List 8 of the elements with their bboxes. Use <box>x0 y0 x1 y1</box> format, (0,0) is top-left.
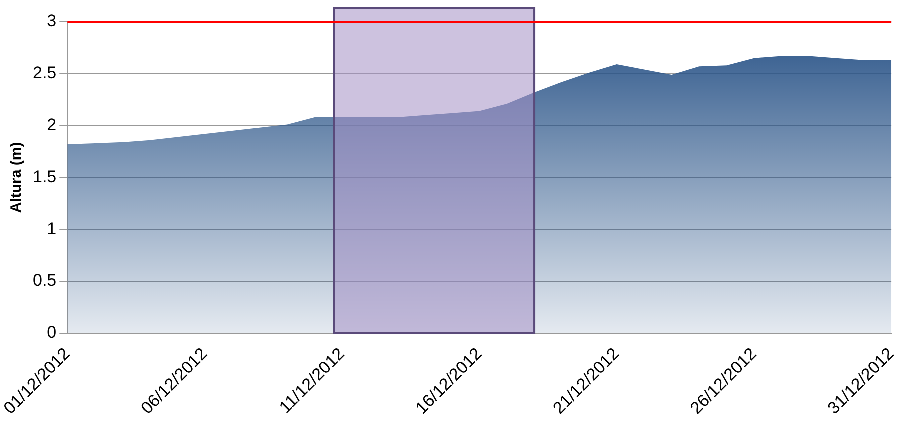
y-tick-label: 1 <box>47 219 57 238</box>
y-tick-label: 2 <box>47 115 57 134</box>
y-tick-label: 0 <box>47 323 57 342</box>
y-tick-label: 0.5 <box>32 271 57 290</box>
y-axis-title: Altura (m) <box>8 142 26 214</box>
y-tick-label: 2.5 <box>32 64 57 83</box>
y-tick-label: 1.5 <box>32 167 57 186</box>
y-tick-label: 3 <box>47 12 57 31</box>
